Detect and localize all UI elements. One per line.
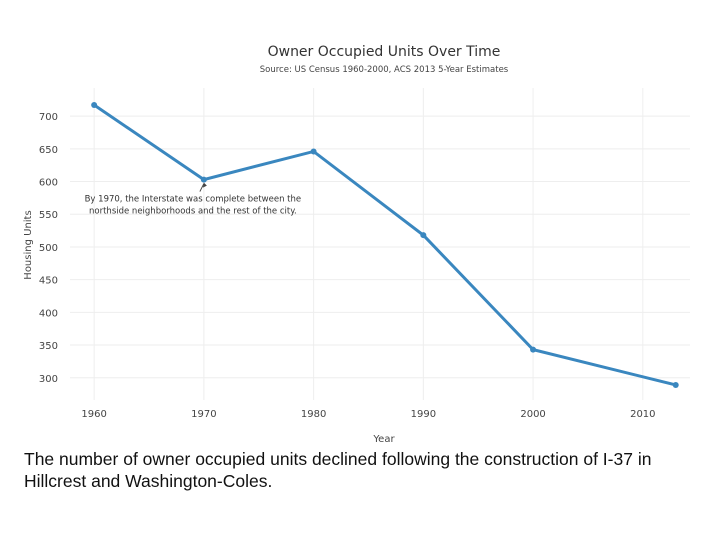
chart-subtitle: Source: US Census 1960-2000, ACS 2013 5-… <box>260 65 509 75</box>
x-tick-label: 2000 <box>520 409 545 420</box>
data-point <box>91 102 98 109</box>
x-tick-label: 1960 <box>81 409 106 420</box>
data-point <box>530 346 537 353</box>
y-axis-label: Housing Units <box>23 210 34 279</box>
y-tick-label: 450 <box>39 276 58 287</box>
x-tick-label: 1980 <box>301 409 326 420</box>
x-tick-label: 2010 <box>630 409 655 420</box>
y-tick-label: 600 <box>39 178 58 189</box>
chart-title: Owner Occupied Units Over Time <box>268 44 501 60</box>
x-axis-label: Year <box>372 434 395 445</box>
y-tick-label: 650 <box>39 145 58 156</box>
y-tick-label: 300 <box>39 374 58 385</box>
y-tick-label: 550 <box>39 210 58 221</box>
x-tick-label: 1990 <box>411 409 436 420</box>
annotation-text: northside neighborhoods and the rest of … <box>89 207 297 217</box>
data-point <box>200 176 207 183</box>
x-tick-label: 1970 <box>191 409 216 420</box>
annotation-arrow <box>199 183 205 192</box>
data-point <box>672 381 679 388</box>
annotation-arrowhead <box>202 182 207 188</box>
data-line <box>93 103 677 387</box>
data-point <box>420 232 427 239</box>
y-tick-label: 400 <box>39 308 58 319</box>
data-point <box>310 148 317 155</box>
chart: Owner Occupied Units Over Time Source: U… <box>23 44 690 445</box>
y-tick-label: 350 <box>39 341 58 352</box>
y-tick-label: 500 <box>39 243 58 254</box>
caption: The number of owner occupied units decli… <box>24 449 652 491</box>
y-tick-label: 700 <box>39 112 58 123</box>
annotation-text: By 1970, the Interstate was complete bet… <box>85 195 302 205</box>
